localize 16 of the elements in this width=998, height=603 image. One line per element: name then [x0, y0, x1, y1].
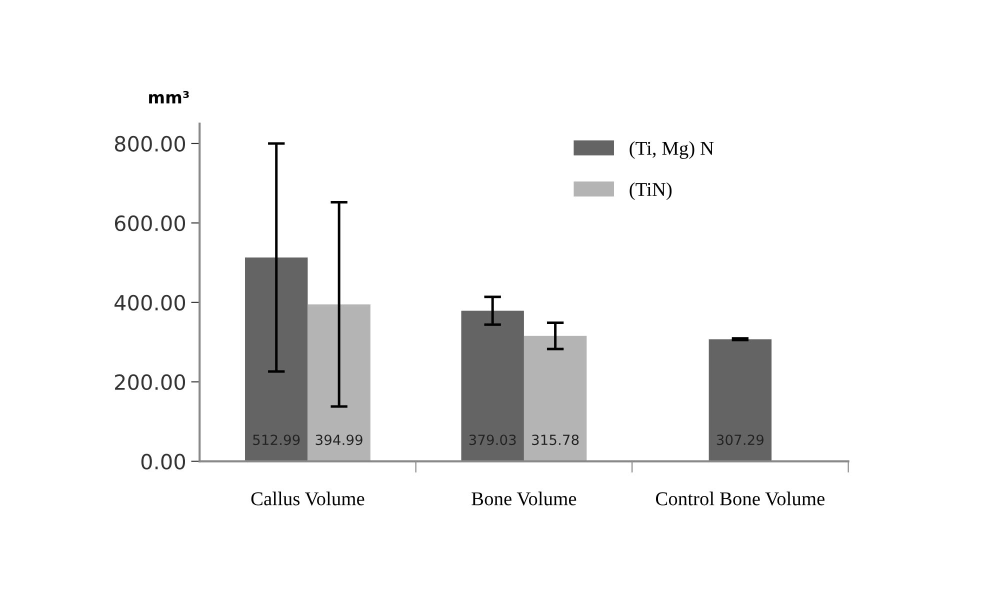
legend-label: (TiN) [630, 182, 672, 200]
data-label: 315.78 [532, 434, 579, 446]
x-tick-label: Bone Volume [472, 492, 576, 506]
y-axis-title: mm³ [149, 90, 189, 104]
data-label: 512.99 [253, 434, 300, 446]
y-tick-label: 200.00 [115, 374, 186, 390]
y-tick-label: 600.00 [114, 215, 186, 232]
data-label: 394.99 [316, 434, 362, 446]
y-tick-label: 0.00 [141, 454, 186, 470]
x-tick-label: Control Bone Volume [656, 492, 824, 506]
x-tick-label: Callus Volume [251, 492, 364, 506]
y-tick-label: 400.00 [114, 294, 186, 311]
y-tick-label: 800.00 [114, 136, 186, 152]
data-label: 307.29 [716, 434, 764, 446]
data-label: 379.03 [469, 434, 516, 446]
legend-label: (Ti, Mg) N [630, 141, 714, 159]
